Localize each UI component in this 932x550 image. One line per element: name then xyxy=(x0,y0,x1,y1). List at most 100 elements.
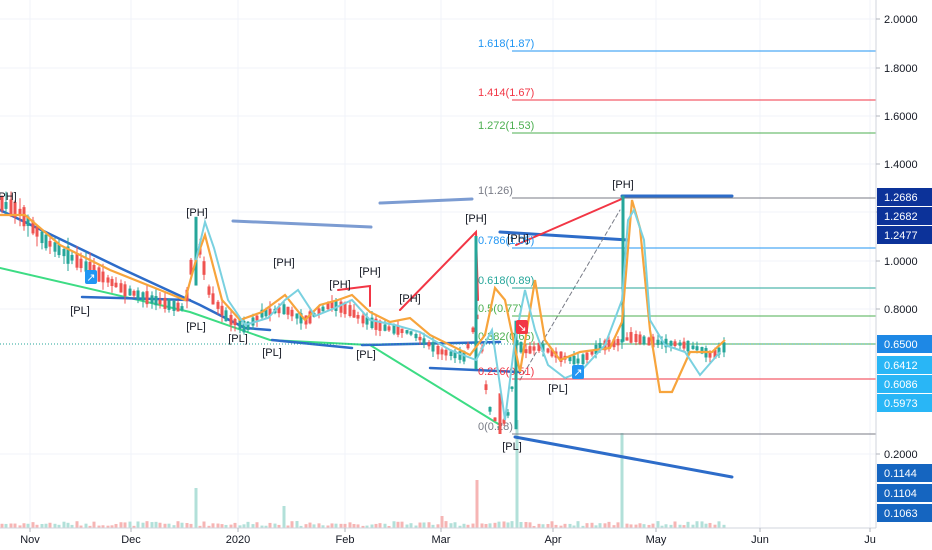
candle-body xyxy=(607,339,611,350)
volume-bar xyxy=(198,525,202,528)
candle-body xyxy=(708,352,712,358)
volume-bar xyxy=(603,523,607,528)
price-axis[interactable]: 2.00001.80001.60001.40001.20001.00000.80… xyxy=(875,0,932,550)
volume-bar xyxy=(585,523,589,528)
volume-bar xyxy=(704,523,708,528)
pivot-low-label: [PL] xyxy=(502,441,522,453)
price-tick-label: 1.8000 xyxy=(884,63,918,75)
price-badge xyxy=(877,484,932,502)
fib-diagonal-dashed xyxy=(519,209,621,381)
volume-bar xyxy=(620,433,624,528)
volume-bar xyxy=(101,525,105,528)
time-tick-label: 2020 xyxy=(226,534,250,546)
volume-bar xyxy=(691,524,695,528)
candle-body xyxy=(238,319,242,330)
candle-body xyxy=(466,343,470,349)
candle-body xyxy=(546,348,550,353)
volume-bar xyxy=(634,524,638,528)
volume-bar xyxy=(550,521,554,528)
candle-body xyxy=(35,226,39,237)
volume-bar xyxy=(286,525,290,528)
fib-level-label: 0.5(0.77) xyxy=(478,303,522,315)
support-line-blue xyxy=(428,366,522,374)
volume-bar xyxy=(515,420,519,528)
candle-body xyxy=(207,286,211,295)
candle-body xyxy=(255,315,259,321)
candle-body xyxy=(128,288,132,296)
volume-bar xyxy=(207,525,211,528)
time-tick-label: Ju xyxy=(864,534,876,546)
candle-body xyxy=(378,320,382,331)
candle-body xyxy=(537,342,541,351)
price-axis-panel xyxy=(876,0,932,550)
candle-body xyxy=(172,300,176,311)
volume-bar xyxy=(110,525,114,528)
volume-bar xyxy=(563,523,567,528)
volume-bar xyxy=(409,523,413,528)
volume-bar xyxy=(260,525,264,528)
volume-bar xyxy=(422,522,426,528)
candle-body xyxy=(110,278,114,287)
volume-bar xyxy=(638,523,642,528)
candle-body xyxy=(647,337,651,346)
volume-bar xyxy=(66,522,70,528)
volume-bar xyxy=(502,521,506,528)
volume-bar xyxy=(18,525,22,528)
volume-bar xyxy=(255,522,259,528)
volume-bar xyxy=(251,524,255,528)
candle-body xyxy=(154,296,158,306)
volume-bar xyxy=(524,521,528,528)
volume-bar xyxy=(167,523,171,528)
volume-bar xyxy=(629,524,633,528)
time-axis[interactable]: Nov Dec 2020 Feb Mar Apr May Jun Ju xyxy=(0,527,876,546)
volume-bar xyxy=(581,525,585,528)
volume-bar xyxy=(506,522,510,528)
volume-bar xyxy=(642,524,646,528)
volume-bar xyxy=(392,521,396,528)
volume-bar xyxy=(488,523,492,528)
candle-body xyxy=(31,220,35,234)
volume-bar xyxy=(312,524,316,528)
candle-body xyxy=(532,346,536,351)
candle-body xyxy=(348,305,352,317)
volume-bar xyxy=(299,525,303,528)
volume-bar xyxy=(414,525,418,528)
volume-bar xyxy=(163,523,167,528)
resistance-line-mid xyxy=(498,230,630,242)
candle-body xyxy=(229,314,233,325)
volume-bar xyxy=(378,523,382,528)
price-badge xyxy=(877,207,932,225)
candle-body xyxy=(66,246,70,264)
volume-bar xyxy=(172,525,176,528)
candle-body xyxy=(621,195,625,342)
volume-bar xyxy=(717,521,721,528)
volume-bar xyxy=(264,525,268,528)
candle-body xyxy=(664,338,668,348)
volume-bar xyxy=(31,522,35,528)
candle-body xyxy=(22,207,26,227)
price-badge-label: 1.2477 xyxy=(884,230,918,242)
volume-bar xyxy=(660,525,664,528)
sell-arrow-icon: ↘ xyxy=(517,322,526,334)
candle-body xyxy=(264,309,268,317)
volume-bar xyxy=(194,488,198,528)
candle-body xyxy=(317,308,321,315)
buy-arrow-icon: ↗ xyxy=(86,272,95,284)
volume-bar xyxy=(568,523,572,528)
volume-bar xyxy=(546,524,550,528)
price-badge-label: 1.2686 xyxy=(884,192,918,204)
pivot-low-label: [PL] xyxy=(356,349,376,361)
volume-bar xyxy=(480,523,484,528)
volume-bar xyxy=(664,524,668,528)
volume-bar xyxy=(405,524,409,528)
candle-body xyxy=(598,342,602,351)
candle-body xyxy=(656,339,660,345)
volume-bar xyxy=(277,524,281,528)
volume-bar xyxy=(9,523,13,528)
volume-bar xyxy=(484,523,488,528)
candle-body xyxy=(722,342,726,353)
volume-bar xyxy=(88,525,92,528)
volume-bar xyxy=(572,525,576,528)
